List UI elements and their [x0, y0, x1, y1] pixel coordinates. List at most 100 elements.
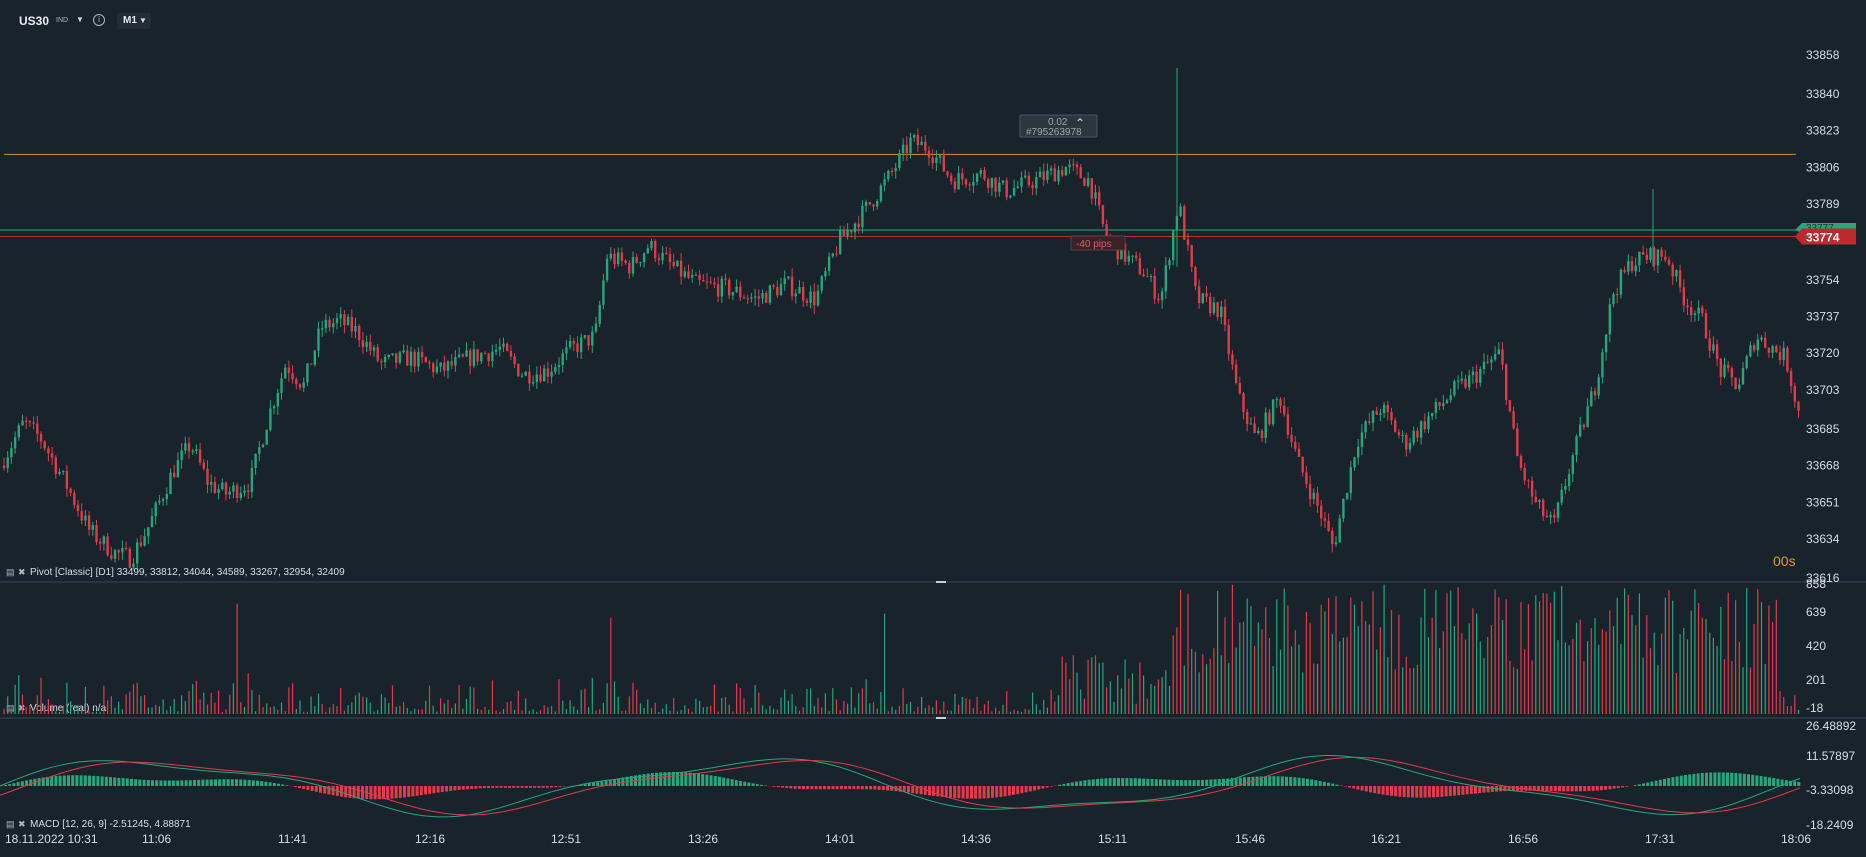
- macd-hist-bar: [474, 786, 478, 789]
- candle-body: [609, 253, 612, 259]
- candle-body: [169, 472, 172, 494]
- macd-hist-bar: [1759, 776, 1763, 786]
- symbol-dropdown-icon[interactable]: ▼: [76, 15, 84, 24]
- candle-body: [1283, 405, 1286, 415]
- candle-body: [317, 328, 320, 351]
- macd-hist-bar: [1780, 779, 1784, 786]
- candle-body: [76, 504, 80, 512]
- candle-body: [1061, 170, 1064, 176]
- candle-body: [1471, 371, 1475, 376]
- macd-hist-bar: [491, 786, 495, 788]
- macd-hist-bar: [449, 786, 453, 791]
- candle-body: [1601, 352, 1604, 378]
- candle-body: [1172, 230, 1175, 261]
- macd-hist-bar: [818, 786, 822, 790]
- candle-body: [1157, 298, 1160, 301]
- macd-hist-bar: [554, 786, 558, 788]
- symbol-name[interactable]: US30: [19, 14, 50, 28]
- candle-body: [1371, 411, 1375, 423]
- macd-hist-bar: [1268, 776, 1272, 786]
- candle-body: [557, 365, 561, 368]
- macd-hist-bar: [79, 775, 83, 786]
- candle-body: [1360, 432, 1364, 447]
- candle-body: [1764, 337, 1767, 348]
- macd-hist-bar: [1037, 786, 1041, 790]
- candle-body: [528, 371, 531, 384]
- macd-hist-bar: [1793, 781, 1797, 786]
- candle-body: [1560, 489, 1563, 503]
- macd-hist-bar: [1558, 786, 1561, 792]
- candle-body: [1579, 424, 1582, 437]
- candle-body: [1049, 168, 1053, 171]
- macd-hist-bar: [1159, 779, 1162, 786]
- macd-hist-bar: [100, 776, 104, 786]
- macd-hist-bar: [184, 780, 188, 786]
- macd-hist-bar: [159, 780, 163, 786]
- macd-hist-bar: [747, 782, 751, 786]
- candle-body: [1057, 170, 1060, 182]
- macd-hist-bar: [1528, 786, 1532, 791]
- macd-hist-bar: [243, 779, 247, 786]
- candle-body: [920, 141, 923, 146]
- macd-hist-bar: [1789, 780, 1792, 786]
- macd-hist-bar: [41, 777, 45, 786]
- macd-hist-bar: [1301, 778, 1305, 786]
- candle-body: [568, 341, 572, 348]
- candle-body: [1168, 260, 1171, 266]
- macd-hist-bar: [1621, 786, 1624, 788]
- candle-body: [716, 284, 720, 297]
- candle-body: [824, 271, 827, 277]
- candle-body: [1608, 304, 1611, 335]
- candle-body: [494, 349, 498, 352]
- macd-hist-bar: [734, 780, 738, 786]
- candle-body: [235, 485, 239, 498]
- macd-hist-bar: [205, 779, 209, 786]
- candle-body: [402, 350, 405, 353]
- candle-body: [1656, 249, 1660, 266]
- macd-hist-bar: [306, 786, 310, 790]
- candle-body: [1320, 505, 1323, 519]
- macd-hist-bar: [487, 786, 490, 788]
- candle-body: [383, 356, 387, 363]
- macd-hist-bar: [646, 773, 650, 786]
- candle-body: [457, 354, 461, 357]
- candle-body: [1523, 467, 1526, 481]
- candle-body: [1775, 346, 1778, 353]
- macd-hist-bar: [1348, 786, 1351, 788]
- macd-hist-bar: [1436, 786, 1440, 798]
- candle-body: [1323, 518, 1327, 521]
- macd-hist-bar: [277, 783, 280, 786]
- candle-body: [150, 516, 154, 528]
- macd-hist-bar: [167, 780, 171, 786]
- candle-body: [217, 489, 220, 493]
- macd-hist-bar: [1175, 780, 1179, 786]
- info-icon[interactable]: i: [93, 14, 105, 26]
- candle-body: [276, 393, 279, 407]
- macd-hist-bar: [163, 780, 167, 786]
- candle-body: [73, 492, 76, 505]
- macd-hist-bar: [524, 786, 528, 788]
- macd-hist-bar: [936, 786, 940, 797]
- macd-hist-bar: [180, 780, 184, 786]
- candle-body: [69, 488, 72, 493]
- macd-hist-bar: [1243, 777, 1246, 786]
- candle-body: [1005, 180, 1008, 198]
- macd-hist-bar: [12, 783, 16, 786]
- price-axis-label: 33806: [1806, 160, 1840, 174]
- time-axis-label: 11:06: [142, 832, 171, 846]
- macd-hist-bar: [499, 786, 503, 788]
- timeframe-selector[interactable]: M1 ▼: [117, 13, 151, 29]
- candle-body: [1075, 164, 1079, 168]
- candle-body: [617, 252, 620, 265]
- time-axis-label: 15:11: [1098, 832, 1127, 846]
- candle-body: [1767, 347, 1771, 353]
- candle-body: [1667, 259, 1671, 265]
- candle-body: [1519, 456, 1523, 468]
- volume-bars-group: [3, 584, 1800, 714]
- macd-hist-bar: [268, 782, 272, 786]
- macd-hist-bar: [1478, 786, 1482, 793]
- macd-hist-bar: [1024, 786, 1028, 793]
- candle-body: [1227, 325, 1230, 355]
- macd-hist-bar: [239, 779, 243, 786]
